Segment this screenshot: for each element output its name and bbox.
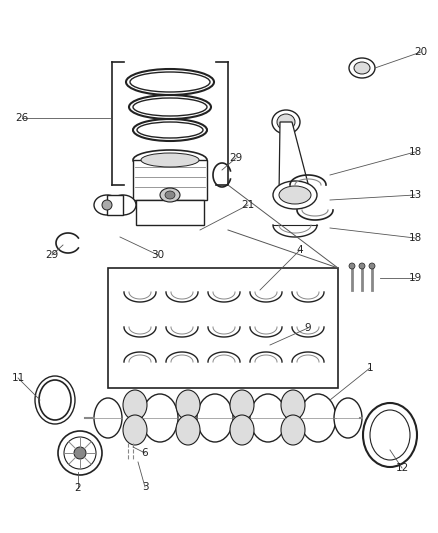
Ellipse shape: [123, 390, 147, 420]
Text: 11: 11: [11, 373, 25, 383]
Ellipse shape: [74, 447, 86, 459]
Ellipse shape: [349, 263, 355, 269]
Bar: [107, 195, 123, 215]
Ellipse shape: [281, 390, 305, 420]
Ellipse shape: [94, 398, 122, 438]
Text: 26: 26: [15, 113, 28, 123]
Text: 29: 29: [230, 153, 243, 163]
Ellipse shape: [133, 150, 207, 170]
Bar: [108, 268, 338, 388]
Ellipse shape: [102, 200, 112, 210]
Ellipse shape: [369, 263, 375, 269]
Ellipse shape: [94, 195, 120, 215]
Text: 19: 19: [408, 273, 422, 283]
Ellipse shape: [370, 410, 410, 460]
Ellipse shape: [130, 72, 210, 92]
Ellipse shape: [277, 114, 295, 130]
Ellipse shape: [230, 390, 254, 420]
Ellipse shape: [110, 195, 136, 215]
Ellipse shape: [160, 188, 180, 202]
Text: 3: 3: [141, 482, 148, 492]
Ellipse shape: [58, 431, 102, 475]
Text: 9: 9: [305, 323, 311, 333]
Ellipse shape: [165, 191, 175, 199]
Ellipse shape: [334, 398, 362, 438]
Bar: [133, 160, 207, 200]
Ellipse shape: [176, 415, 200, 445]
Text: 1: 1: [367, 363, 373, 373]
Text: 2: 2: [75, 483, 81, 493]
Ellipse shape: [230, 415, 254, 445]
Ellipse shape: [64, 437, 96, 469]
Text: 18: 18: [408, 233, 422, 243]
Ellipse shape: [123, 415, 147, 445]
Text: 12: 12: [396, 463, 409, 473]
Text: 21: 21: [241, 200, 254, 210]
Ellipse shape: [176, 390, 200, 420]
Ellipse shape: [279, 186, 311, 204]
Ellipse shape: [349, 58, 375, 78]
Ellipse shape: [137, 122, 203, 138]
Ellipse shape: [273, 181, 317, 209]
Ellipse shape: [141, 153, 199, 167]
Ellipse shape: [250, 394, 286, 442]
Text: 29: 29: [46, 250, 59, 260]
Polygon shape: [279, 122, 311, 195]
Ellipse shape: [39, 380, 71, 420]
Ellipse shape: [133, 98, 207, 116]
Ellipse shape: [354, 62, 370, 74]
Ellipse shape: [197, 394, 233, 442]
Ellipse shape: [359, 263, 365, 269]
Text: 30: 30: [152, 250, 165, 260]
Bar: [136, 200, 204, 225]
Ellipse shape: [272, 110, 300, 134]
Ellipse shape: [142, 394, 178, 442]
Ellipse shape: [363, 403, 417, 467]
Ellipse shape: [35, 376, 75, 424]
Text: 20: 20: [414, 47, 427, 57]
Ellipse shape: [281, 415, 305, 445]
Text: 6: 6: [141, 448, 148, 458]
Text: 4: 4: [297, 245, 303, 255]
Ellipse shape: [300, 394, 336, 442]
Text: 18: 18: [408, 147, 422, 157]
Text: 13: 13: [408, 190, 422, 200]
